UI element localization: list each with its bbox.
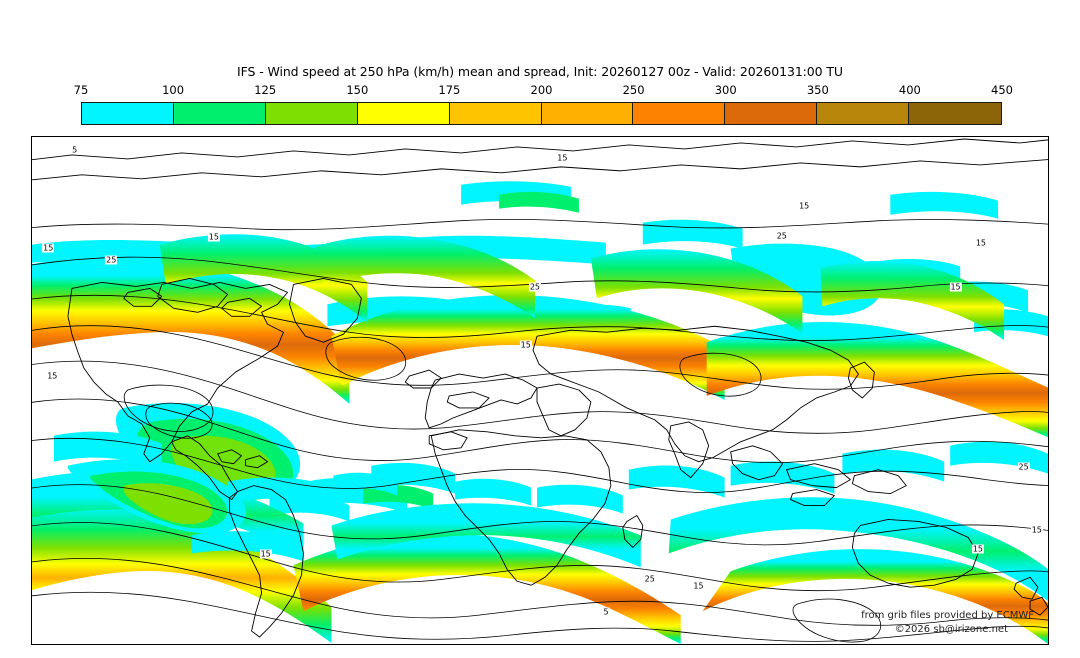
colorbar-band-300-350 bbox=[725, 103, 818, 124]
wind-speed-field bbox=[32, 137, 1048, 644]
contour-label: 15 bbox=[519, 340, 532, 350]
colorbar-tick-450: 450 bbox=[991, 83, 1013, 97]
contour-label: 15 bbox=[692, 581, 705, 591]
contour-label: 5 bbox=[71, 145, 79, 155]
colorbar-band-200-250 bbox=[541, 103, 634, 124]
colorbar-band-350-400 bbox=[817, 103, 910, 124]
contour-label: 15 bbox=[207, 232, 220, 242]
jet-branch-north-atlantic bbox=[159, 234, 1005, 341]
colorbar-tick-200: 200 bbox=[530, 83, 553, 97]
contour-label: 15 bbox=[798, 201, 811, 211]
colorbar-tick-350: 350 bbox=[806, 83, 829, 97]
colorbar-band-150-175 bbox=[357, 103, 450, 124]
map-canvas[interactable]: 5 15 15 25 15 25 15 25 15 15 15 25 15 15 15 25 15 5 15 bbox=[31, 136, 1049, 645]
coastlines bbox=[32, 138, 1048, 638]
contour-label: 15 bbox=[259, 549, 272, 559]
colorbar-band-125-150 bbox=[265, 103, 358, 124]
colorbar-tick-175: 175 bbox=[438, 83, 461, 97]
map-svg bbox=[32, 137, 1048, 644]
colorbar-tick-125: 125 bbox=[254, 83, 277, 97]
colorbar-tick-150: 150 bbox=[346, 83, 369, 97]
contour-label: 15 bbox=[42, 243, 55, 253]
contour-label: 15 bbox=[556, 153, 569, 163]
contour-label: 15 bbox=[46, 371, 59, 381]
contour-label: 15 bbox=[1030, 525, 1043, 535]
colorbar-band-75-100 bbox=[82, 103, 174, 124]
colorbar-tick-labels: 75 100 125 150 175 200 250 300 350 400 450 bbox=[74, 83, 1013, 99]
colorbar-tick-75: 75 bbox=[73, 83, 89, 97]
contour-label: 25 bbox=[775, 231, 788, 241]
contour-label: 25 bbox=[643, 574, 656, 584]
contour-label: 15 bbox=[971, 544, 984, 554]
colorbar-tick-250: 250 bbox=[622, 83, 645, 97]
jet-stream-northern bbox=[32, 256, 1048, 438]
spread-contours bbox=[32, 218, 1048, 643]
colorbar-tick-100: 100 bbox=[162, 83, 185, 97]
colorbar-band-175-200 bbox=[449, 103, 542, 124]
colorbar-band-100-125 bbox=[173, 103, 266, 124]
colorbar-tick-300: 300 bbox=[714, 83, 737, 97]
contour-label: 25 bbox=[1017, 462, 1030, 472]
contour-label: 5 bbox=[602, 607, 610, 617]
contour-label: 15 bbox=[974, 238, 988, 248]
contour-fill-south-midlat bbox=[67, 459, 342, 562]
colorbar-band-400-450 bbox=[909, 103, 1002, 124]
colorbar-band-250-300 bbox=[633, 103, 726, 124]
contour-fill-tropics bbox=[269, 472, 434, 522]
contour-label: 25 bbox=[105, 255, 118, 265]
colorbar-bands bbox=[81, 102, 1002, 125]
data-source-credit: from grib files provided by ECMWF bbox=[861, 610, 1034, 621]
copyright-credit: ©2026 sb@irizone.net bbox=[894, 624, 1008, 635]
colorbar: 75 100 125 150 175 200 250 300 350 400 450 bbox=[74, 83, 1013, 125]
chart-title: IFS - Wind speed at 250 hPa (km/h) mean … bbox=[237, 64, 843, 79]
colorbar-tick-400: 400 bbox=[898, 83, 921, 97]
contour-label: 25 bbox=[528, 282, 541, 292]
contour-label: 15 bbox=[949, 282, 962, 292]
